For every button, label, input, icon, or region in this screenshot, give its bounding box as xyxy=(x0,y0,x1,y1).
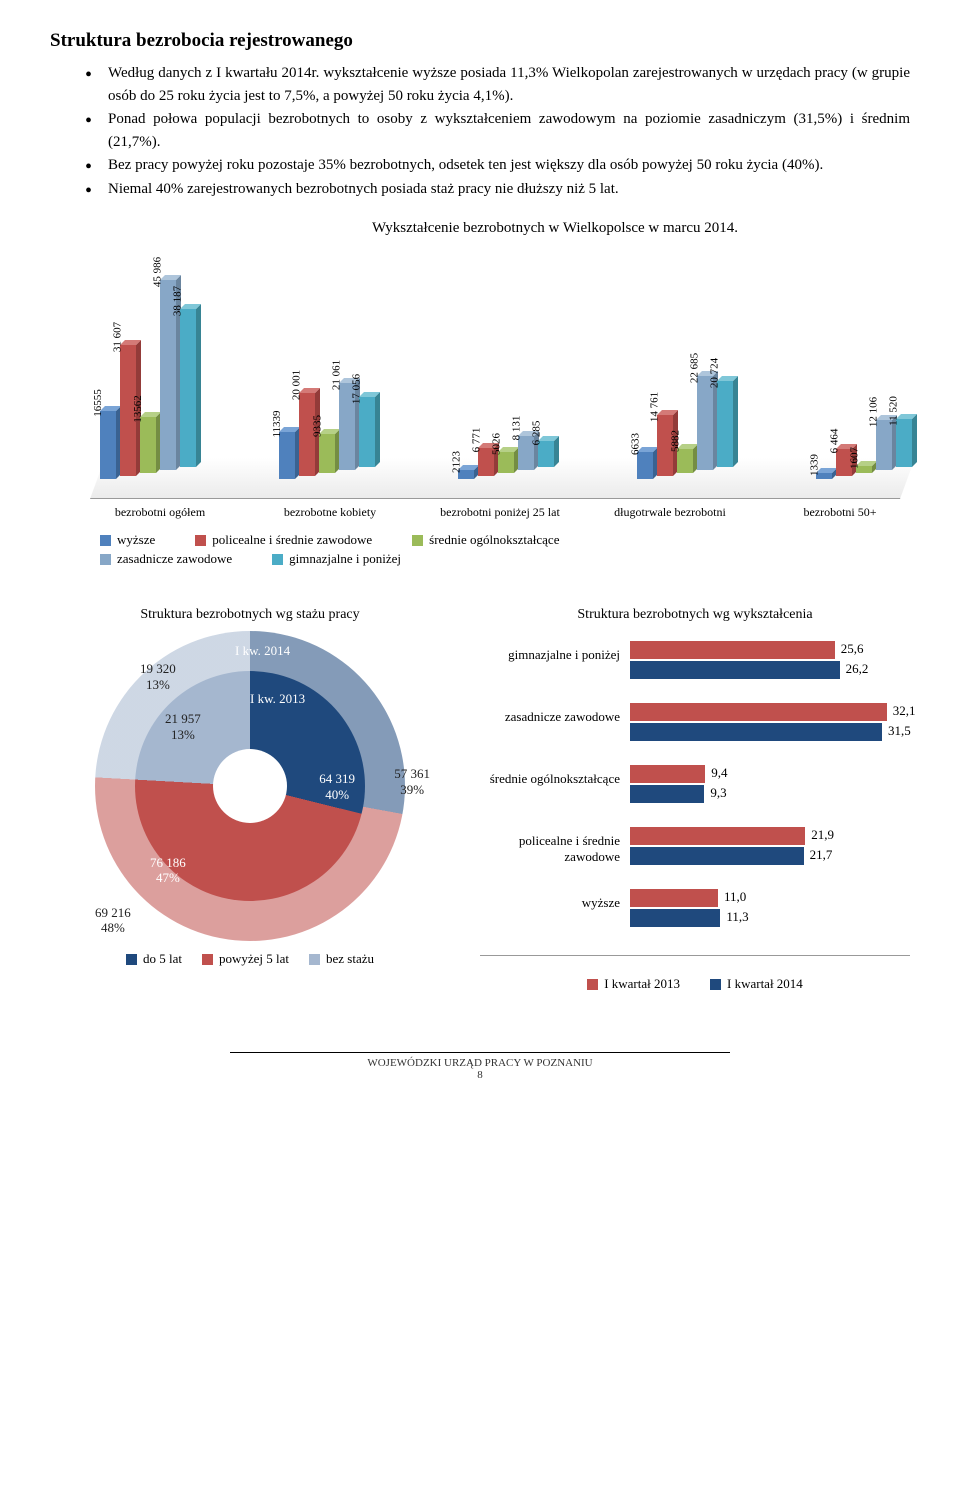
pie-legend-item: bez stażu xyxy=(309,951,374,967)
bar-value-label: 5026 xyxy=(491,433,503,455)
hbar-bar-2013: 21,9 xyxy=(630,827,805,845)
bar-value-label: 8 131 xyxy=(510,416,522,441)
bar: 5882 xyxy=(677,449,693,473)
pie-legend-item: powyżej 5 lat xyxy=(202,951,289,967)
bar-value-label: 20 001 xyxy=(290,370,302,400)
bar-value-label: 13562 xyxy=(132,395,144,423)
bullet-list: Według danych z I kwartału 2014r. wykszt… xyxy=(80,62,910,200)
bar-value-label: 11 520 xyxy=(888,397,900,427)
bullet-item: Ponad połowa populacji bezrobotnych to o… xyxy=(80,108,910,153)
bar-value-label: 38 187 xyxy=(171,286,183,316)
bar-value-label: 6 464 xyxy=(828,429,840,454)
bar-value-label: 6633 xyxy=(630,433,642,455)
bar-value-label: 9335 xyxy=(312,415,324,437)
bar-value-label: 2123 xyxy=(451,451,463,473)
footer: WOJEWÓDZKI URZĄD PRACY W POZNANIU 8 xyxy=(230,1052,730,1081)
hbar-bar-2014: 11,3 xyxy=(630,909,720,927)
bar: 17 056 xyxy=(359,397,375,467)
pie-lab: 64 31940% xyxy=(319,771,355,802)
hbar-bar-2014: 21,7 xyxy=(630,847,804,865)
x-tick-label: długotrwale bezrobotni xyxy=(610,505,730,520)
bar-value-label: 17 056 xyxy=(350,373,362,403)
bar-value-label: 16555 xyxy=(92,389,104,417)
bar-value-label: 1607 xyxy=(849,447,861,469)
hbar-category: średnie ogólnokształcące xyxy=(480,765,630,805)
footer-org: WOJEWÓDZKI URZĄD PRACY W POZNANIU xyxy=(230,1057,730,1069)
bar-legend: wyższe policealne i średnie zawodowe średn… xyxy=(100,532,910,567)
legend-item: zasadnicze zawodowe xyxy=(100,551,232,567)
pie-lab: 69 21648% xyxy=(95,905,131,936)
bar: 12 106 xyxy=(876,420,892,470)
bar-value-label: 21 061 xyxy=(330,360,342,390)
bar: 22 685 xyxy=(697,376,713,470)
hbar-bar-2013: 11,0 xyxy=(630,889,718,907)
bar-chart: 16555 31 607 13562 45 986 38 187 11339 20 001 9… xyxy=(90,249,900,499)
bar: 20 724 xyxy=(717,381,733,467)
hbar-bar-2014: 26,2 xyxy=(630,661,840,679)
hbar-legend-item: I kwartał 2013 xyxy=(587,976,680,992)
bar-value-label: 22 685 xyxy=(688,353,700,383)
section-title: Struktura bezrobocia rejestrowanego xyxy=(50,30,910,52)
bar: 6633 xyxy=(637,452,653,479)
bullet-item: Według danych z I kwartału 2014r. wykszt… xyxy=(80,62,910,107)
bar-value-label: 6 771 xyxy=(470,428,482,453)
bar-value-label: 11339 xyxy=(271,411,283,438)
bar-value-label: 1339 xyxy=(809,454,821,476)
bar-value-label: 12 106 xyxy=(867,397,879,427)
pie-legend-item: do 5 lat xyxy=(126,951,182,967)
bar-chart-title: Wykształcenie bezrobotnych w Wielkopolsc… xyxy=(200,220,910,237)
bar: 38 187 xyxy=(180,309,196,467)
hbar-panel: Struktura bezrobotnych wg wykształcenia … xyxy=(480,607,910,992)
x-tick-label: bezrobotni 50+ xyxy=(780,505,900,520)
hbar-bar-2013: 32,1 xyxy=(630,703,887,721)
x-tick-label: bezrobotni ogółem xyxy=(100,505,220,520)
bar-value-label: 5882 xyxy=(670,430,682,452)
pie-lab: 57 36139% xyxy=(394,766,430,797)
pie-title: Struktura bezrobotnych wg stażu pracy xyxy=(50,607,450,623)
footer-page: 8 xyxy=(230,1069,730,1081)
hbar-category: wyższe xyxy=(480,889,630,929)
bar-value-label: 14 761 xyxy=(648,392,660,422)
hbar-bar-2014: 9,3 xyxy=(630,785,704,803)
bar: 11339 xyxy=(279,432,295,479)
bar: 13562 xyxy=(140,417,156,473)
bar: 2123 xyxy=(458,470,474,479)
pie-panel: Struktura bezrobotnych wg stażu pracy I … xyxy=(50,607,450,992)
bar-value-label: 31 607 xyxy=(111,322,123,352)
pie-lab: 76 18647% xyxy=(150,855,186,886)
bar-chart-container: Wykształcenie bezrobotnych w Wielkopolsc… xyxy=(50,220,910,567)
hbar-category: zasadnicze zawodowe xyxy=(480,703,630,743)
pie-lab: 21 95713% xyxy=(165,711,201,742)
pie-year-outer: I kw. 2014 xyxy=(235,643,290,659)
pie-chart: I kw. 2014 I kw. 2013 57 36139% 64 31940… xyxy=(95,631,405,941)
bar: 11 520 xyxy=(896,419,912,467)
bar: 1339 xyxy=(816,473,832,479)
bar: 16555 xyxy=(100,411,116,479)
legend-item: policealne i średnie zawodowe xyxy=(195,532,372,548)
bullet-item: Niemal 40% zarejestrowanych bezrobotnych… xyxy=(80,178,910,201)
bar-value-label: 6 285 xyxy=(530,421,542,446)
legend-item: gimnazjalne i poniżej xyxy=(272,551,401,567)
hbar-category: gimnazjalne i poniżej xyxy=(480,641,630,681)
legend-item: wyższe xyxy=(100,532,155,548)
hbar-bar-2013: 25,6 xyxy=(630,641,835,659)
x-tick-label: bezrobotni poniżej 25 lat xyxy=(440,505,560,520)
pie-legend: do 5 lat powyżej 5 lat bez stażu xyxy=(50,951,450,967)
hbar-category: policealne i średnie zawodowe xyxy=(480,827,630,867)
pie-year-inner: I kw. 2013 xyxy=(250,691,305,707)
hbar-bar-2014: 31,5 xyxy=(630,723,882,741)
hbar-legend-item: I kwartał 2014 xyxy=(710,976,803,992)
hbar-title: Struktura bezrobotnych wg wykształcenia xyxy=(480,607,910,623)
bullet-item: Bez pracy powyżej roku pozostaje 35% bez… xyxy=(80,154,910,177)
bar: 5026 xyxy=(498,452,514,473)
x-tick-label: bezrobotne kobiety xyxy=(270,505,390,520)
bar-value-label: 45 986 xyxy=(151,257,163,287)
bar: 6 285 xyxy=(538,441,554,467)
bar: 1607 xyxy=(856,466,872,473)
bar: 9335 xyxy=(319,434,335,473)
legend-item: średnie ogólnokształcące xyxy=(412,532,559,548)
hbar-bar-2013: 9,4 xyxy=(630,765,705,783)
bar-value-label: 20 724 xyxy=(708,358,720,388)
pie-lab: 19 32013% xyxy=(140,661,176,692)
